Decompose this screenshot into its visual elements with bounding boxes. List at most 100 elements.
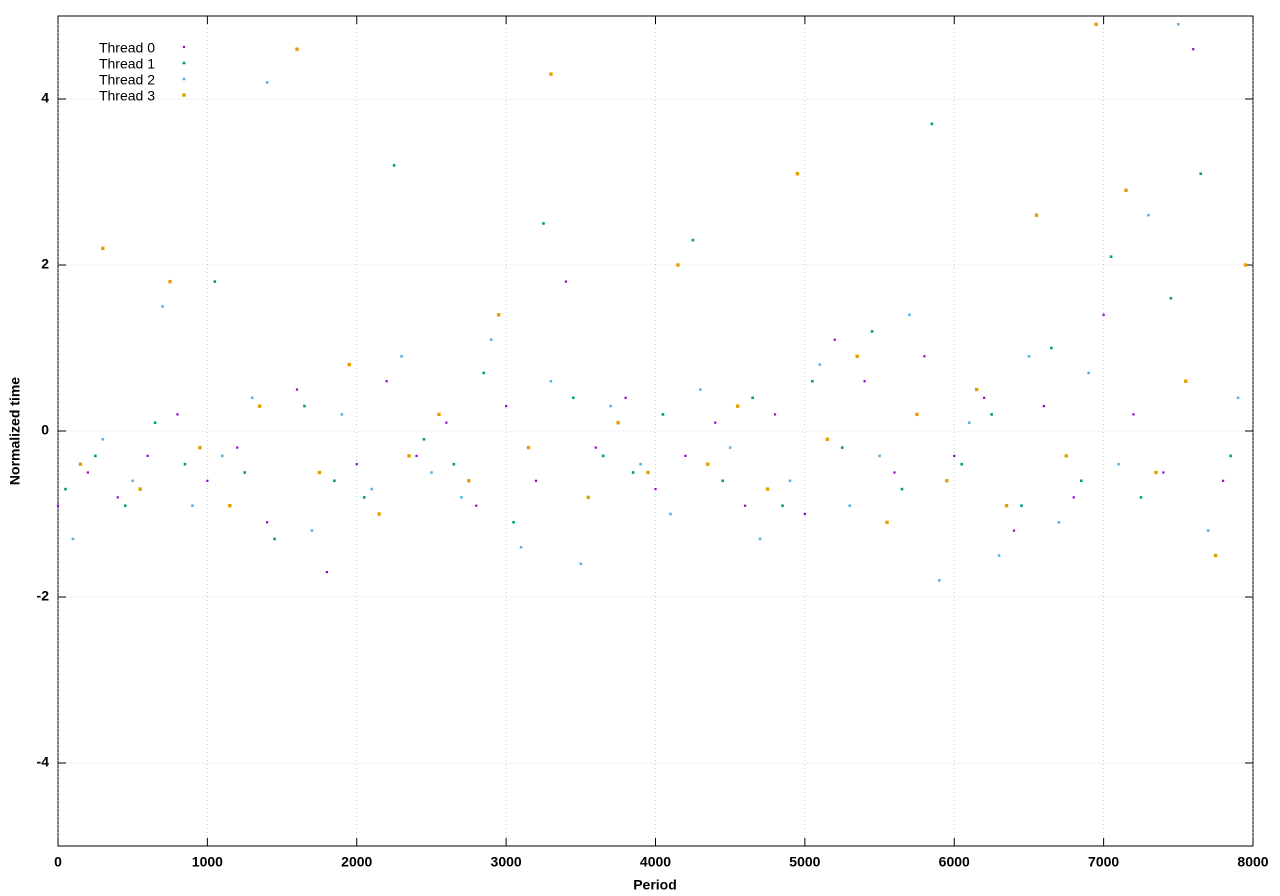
point (1012, 529, 1016, 532)
point (153, 421, 157, 424)
point (505, 405, 508, 408)
point (1042, 405, 1045, 408)
point (953, 454, 956, 457)
point (138, 487, 142, 491)
point (893, 471, 896, 474)
point (1057, 521, 1061, 524)
legend-label: Thread 2 (99, 72, 155, 88)
legend-label: Thread 0 (99, 40, 155, 56)
y-tick-label: -4 (37, 754, 50, 770)
point (213, 280, 217, 283)
point (452, 462, 456, 466)
point (467, 479, 471, 483)
y-axis-label: Normalized time (7, 377, 23, 485)
point (526, 445, 531, 450)
point (579, 562, 583, 566)
point (183, 462, 187, 466)
point (250, 396, 254, 400)
legend-symbol (182, 61, 186, 65)
point (1139, 496, 1143, 499)
point (751, 396, 754, 400)
point (243, 471, 247, 474)
point (825, 437, 829, 441)
point (960, 462, 964, 466)
point (788, 479, 792, 483)
point (1064, 454, 1068, 458)
point (945, 479, 949, 483)
point (714, 421, 717, 424)
point (1117, 462, 1120, 466)
x-tick-label: 4000 (640, 854, 671, 870)
point (1079, 479, 1083, 483)
point (542, 222, 545, 225)
point (1236, 396, 1240, 400)
point (639, 462, 642, 466)
point (257, 404, 262, 408)
point (803, 512, 806, 516)
point (101, 246, 105, 251)
point (191, 504, 194, 507)
point (1229, 454, 1232, 458)
point (661, 413, 665, 416)
point (56, 504, 60, 507)
point (265, 81, 269, 84)
point (422, 438, 426, 441)
x-axis-label: Period (633, 877, 677, 893)
point (1222, 479, 1225, 482)
point (317, 470, 322, 475)
point (123, 504, 127, 507)
point (811, 379, 814, 383)
x-tick-label: 6000 (939, 854, 970, 870)
point (691, 238, 695, 242)
point (1213, 553, 1218, 558)
point (519, 545, 523, 549)
point (146, 454, 149, 457)
point (773, 413, 777, 416)
point (930, 122, 934, 126)
point (1027, 355, 1031, 358)
point (765, 487, 770, 491)
point (848, 504, 851, 507)
point (176, 413, 179, 416)
point (728, 446, 732, 449)
point (915, 412, 919, 417)
point (855, 354, 859, 358)
legend-symbol (182, 45, 186, 49)
point (609, 404, 612, 408)
point (340, 413, 344, 416)
point (1034, 213, 1039, 217)
point (221, 454, 224, 458)
point (721, 479, 725, 483)
legend-symbol (182, 77, 186, 81)
point (430, 471, 433, 474)
point (795, 172, 800, 176)
point (631, 471, 635, 474)
point (400, 355, 403, 358)
point (863, 380, 866, 383)
point (967, 421, 971, 424)
point (347, 362, 351, 367)
point (624, 396, 627, 399)
point (295, 388, 299, 391)
point (1199, 172, 1203, 175)
point (1192, 48, 1195, 51)
point (870, 330, 874, 333)
point (990, 413, 993, 416)
point (64, 487, 67, 491)
point (735, 404, 740, 408)
legend-label: Thread 3 (99, 88, 155, 104)
point (1004, 504, 1009, 508)
point (78, 462, 83, 466)
x-tick-label: 8000 (1237, 854, 1268, 870)
x-tick-label: 2000 (341, 854, 372, 870)
point (616, 421, 620, 425)
point (699, 388, 702, 391)
point (1094, 22, 1098, 26)
point (646, 470, 650, 475)
y-tick-label: 0 (41, 422, 49, 438)
point (370, 487, 373, 491)
point (1087, 371, 1090, 375)
point (908, 313, 911, 317)
point (586, 495, 590, 500)
point (534, 479, 538, 482)
